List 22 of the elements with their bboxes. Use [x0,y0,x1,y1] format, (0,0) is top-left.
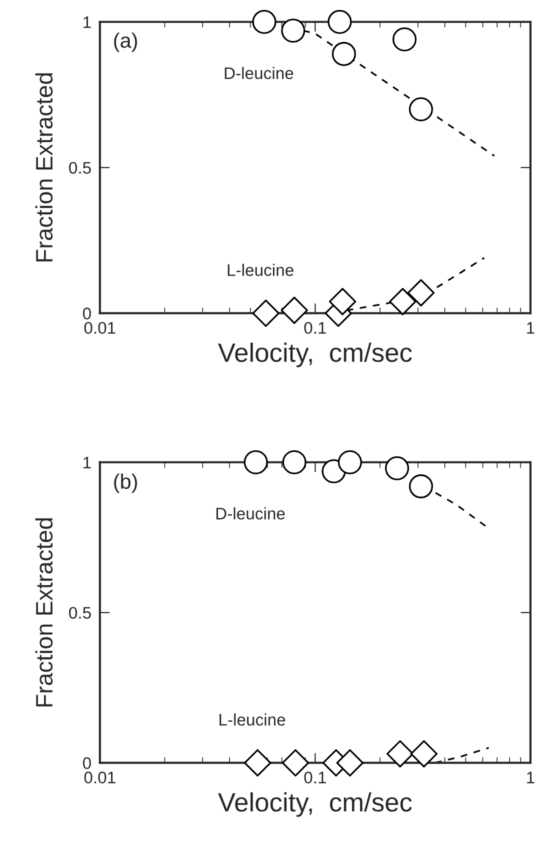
y-axis-title: Fraction Extracted [35,518,53,706]
series-label: L-leucine [228,264,294,276]
y-tick-label: 1 [84,16,91,28]
series-label: D-leucine [224,66,294,80]
x-axis-title: Velocity, cm/sec [218,792,412,817]
y-tick-label: 0 [82,308,91,320]
x-tick-label: 1 [527,322,534,334]
x-tick-label: 0.1 [304,322,326,334]
x-tick-label: 0.01 [84,322,116,334]
y-tick-label: 1 [84,456,91,468]
annotation: (b) [114,474,137,493]
y-axis-title: Fraction Extracted [35,73,53,262]
x-tick-label: 0.1 [304,772,326,784]
y-tick-label: 0.5 [69,162,91,174]
x-tick-label: 0.01 [84,772,116,784]
annotation: (a) [114,32,137,52]
y-tick-label: 0.5 [69,606,91,619]
x-axis-title: Velocity, cm/sec [218,342,412,368]
series-label: L-leucine [220,713,286,726]
text: D-leucine [216,507,285,520]
x-tick-label: 1 [527,772,534,784]
y-tick-label: 0 [82,757,91,770]
